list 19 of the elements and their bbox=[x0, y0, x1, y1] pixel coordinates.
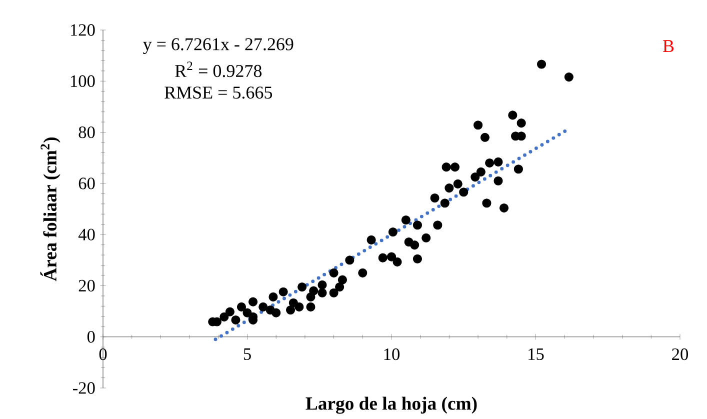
annotation: y = 6.7261x - 27.269 bbox=[143, 38, 294, 54]
x-tick-label: 20 bbox=[672, 348, 688, 360]
annotation: B bbox=[662, 40, 674, 52]
annotation: RMSE = 5.665 bbox=[164, 86, 272, 99]
x-tick-label: 0 bbox=[99, 348, 107, 360]
y-tick-label: -20 bbox=[72, 382, 95, 394]
y-tick-label: 120 bbox=[70, 24, 95, 36]
x-tick-label: 10 bbox=[384, 348, 400, 360]
y-tick-label: 20 bbox=[78, 280, 95, 292]
annotation: R$^{2}$ = 0.9278 bbox=[175, 62, 262, 78]
y-tick-label: 40 bbox=[78, 228, 95, 240]
y-tick-label: 80 bbox=[78, 126, 95, 138]
y-axis-title: Área foliaar (cm$^{2}$) bbox=[40, 137, 60, 282]
x-tick-label: 15 bbox=[528, 348, 544, 360]
y-tick-label: 60 bbox=[78, 178, 95, 190]
x-axis-title: Largo de la hoja (cm) bbox=[306, 396, 477, 414]
y-tick-label: 0 bbox=[87, 331, 95, 343]
y-tick-label: 100 bbox=[70, 75, 95, 87]
x-tick-label: 5 bbox=[244, 348, 251, 360]
